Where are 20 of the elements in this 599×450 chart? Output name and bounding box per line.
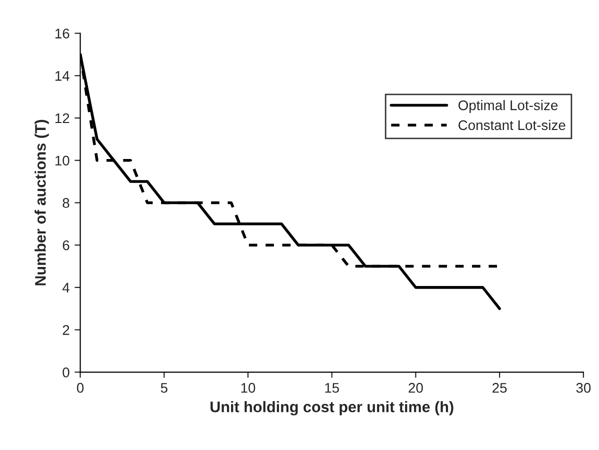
x-tick-label: 20 <box>408 382 423 393</box>
x-tick-label: 30 <box>576 382 591 393</box>
x-tick-label: 10 <box>241 382 256 393</box>
x-tick-label: 0 <box>76 382 84 393</box>
y-tick-label: 0 <box>62 367 70 378</box>
y-tick-label: 4 <box>62 282 70 292</box>
y-tick-label: 14 <box>55 71 70 81</box>
y-tick-label: 2 <box>62 325 70 335</box>
x-axis-title: Unit holding cost per unit time (h) <box>210 401 454 416</box>
legend-label: Constant Lot-size <box>458 120 566 130</box>
legend-label: Optimal Lot-size <box>458 100 558 113</box>
y-tick-label: 12 <box>55 113 70 124</box>
x-tick-label: 25 <box>492 382 507 393</box>
x-tick-label: 5 <box>160 383 168 393</box>
x-tick-label: 15 <box>325 383 339 393</box>
y-tick-label: 8 <box>62 198 70 208</box>
y-tick-label: 16 <box>55 28 70 38</box>
y-axis-title: Number of auctions (T) <box>34 120 49 286</box>
y-tick-label: 6 <box>62 240 70 250</box>
y-tick-label: 10 <box>55 156 70 166</box>
